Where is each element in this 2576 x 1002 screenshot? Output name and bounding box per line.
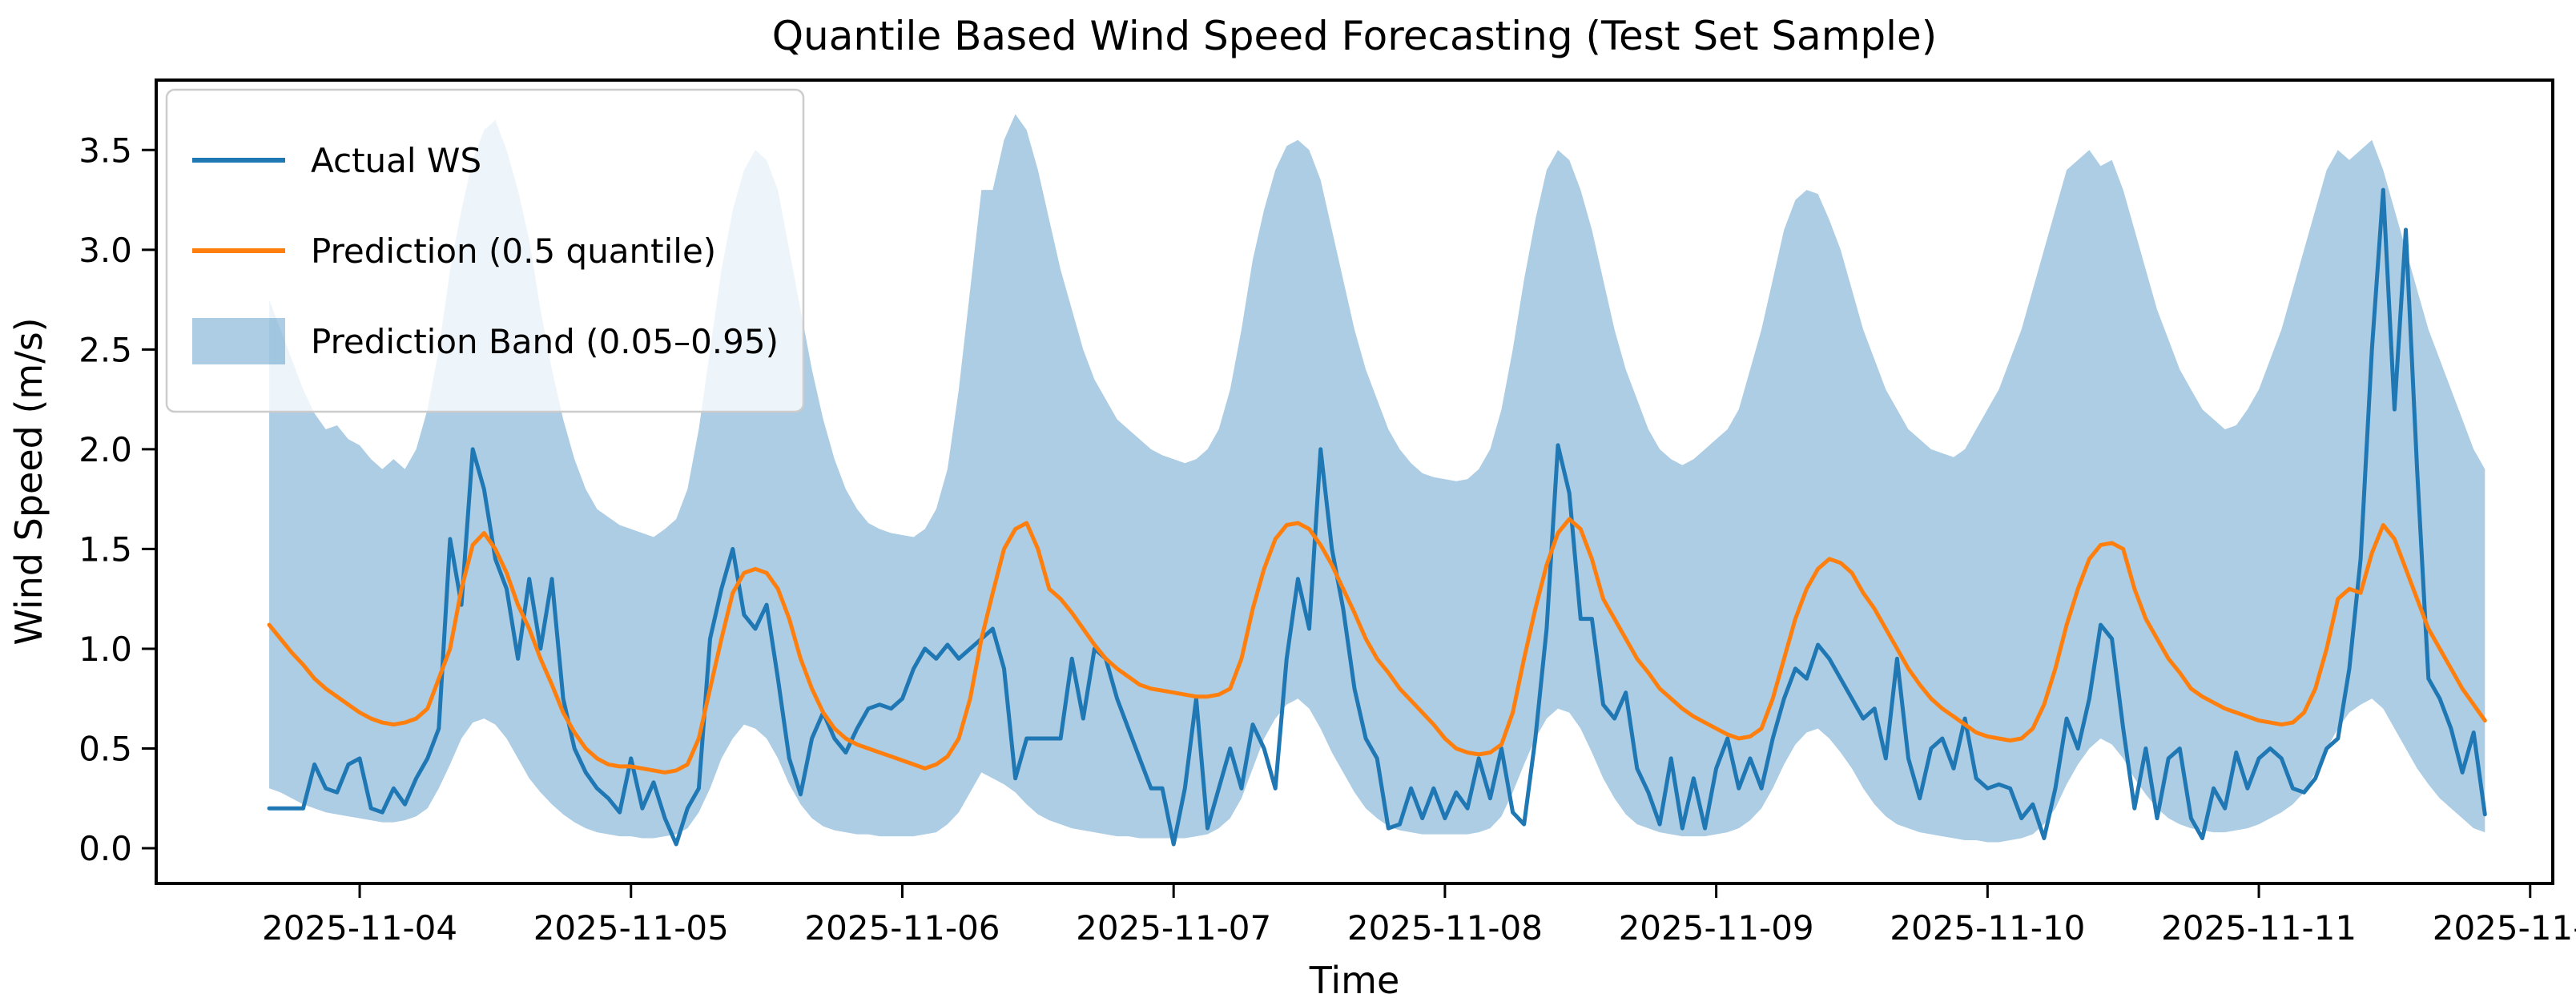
prediction-line [267,517,2487,775]
x-tick-label: 2025-11-09 [1619,908,1814,948]
x-tick-label: 2025-11-10 [1890,908,2085,948]
x-tick-label: 2025-11-05 [533,908,729,948]
y-tick-label: 2.5 [78,330,132,369]
y-tick-label: 1.5 [78,529,132,569]
legend-label: Actual WS [311,141,481,180]
x-tick-label: 2025-11-11 [2161,908,2357,948]
plot-border [155,78,2554,885]
legend-label: Prediction (0.5 quantile) [311,231,716,271]
prediction-band-area [269,114,2485,843]
chart-title: Quantile Based Wind Speed Forecasting (T… [772,13,1938,59]
x-tick-label: 2025-11-06 [804,908,1000,948]
x-tick-label: 2025-11-07 [1076,908,1271,948]
legend-box [165,88,805,413]
plot-area: 2025-11-04 2025-11-05 2025-11-06 2025-11-07… [78,78,2576,948]
x-tick-label: 2025-11-08 [1347,908,1543,948]
y-tick-label: 0.0 [78,829,132,868]
legend-label: Prediction Band (0.05–0.95) [311,322,779,361]
y-tick-label: 3.0 [78,231,132,270]
actual-ws-line [267,187,2487,847]
y-axis-label: Wind Speed (m/s) [7,317,50,645]
y-tick-label: 1.0 [78,630,132,669]
x-tick-label: 2025-11-12 [2433,908,2576,948]
y-tick-label: 3.5 [78,131,132,170]
y-tick-label: 2.0 [78,430,132,469]
x-axis-label: Time [1309,959,1400,1002]
y-tick-label: 0.5 [78,729,132,768]
x-tick-label: 2025-11-04 [262,908,457,948]
legend-handle-band [192,318,285,364]
